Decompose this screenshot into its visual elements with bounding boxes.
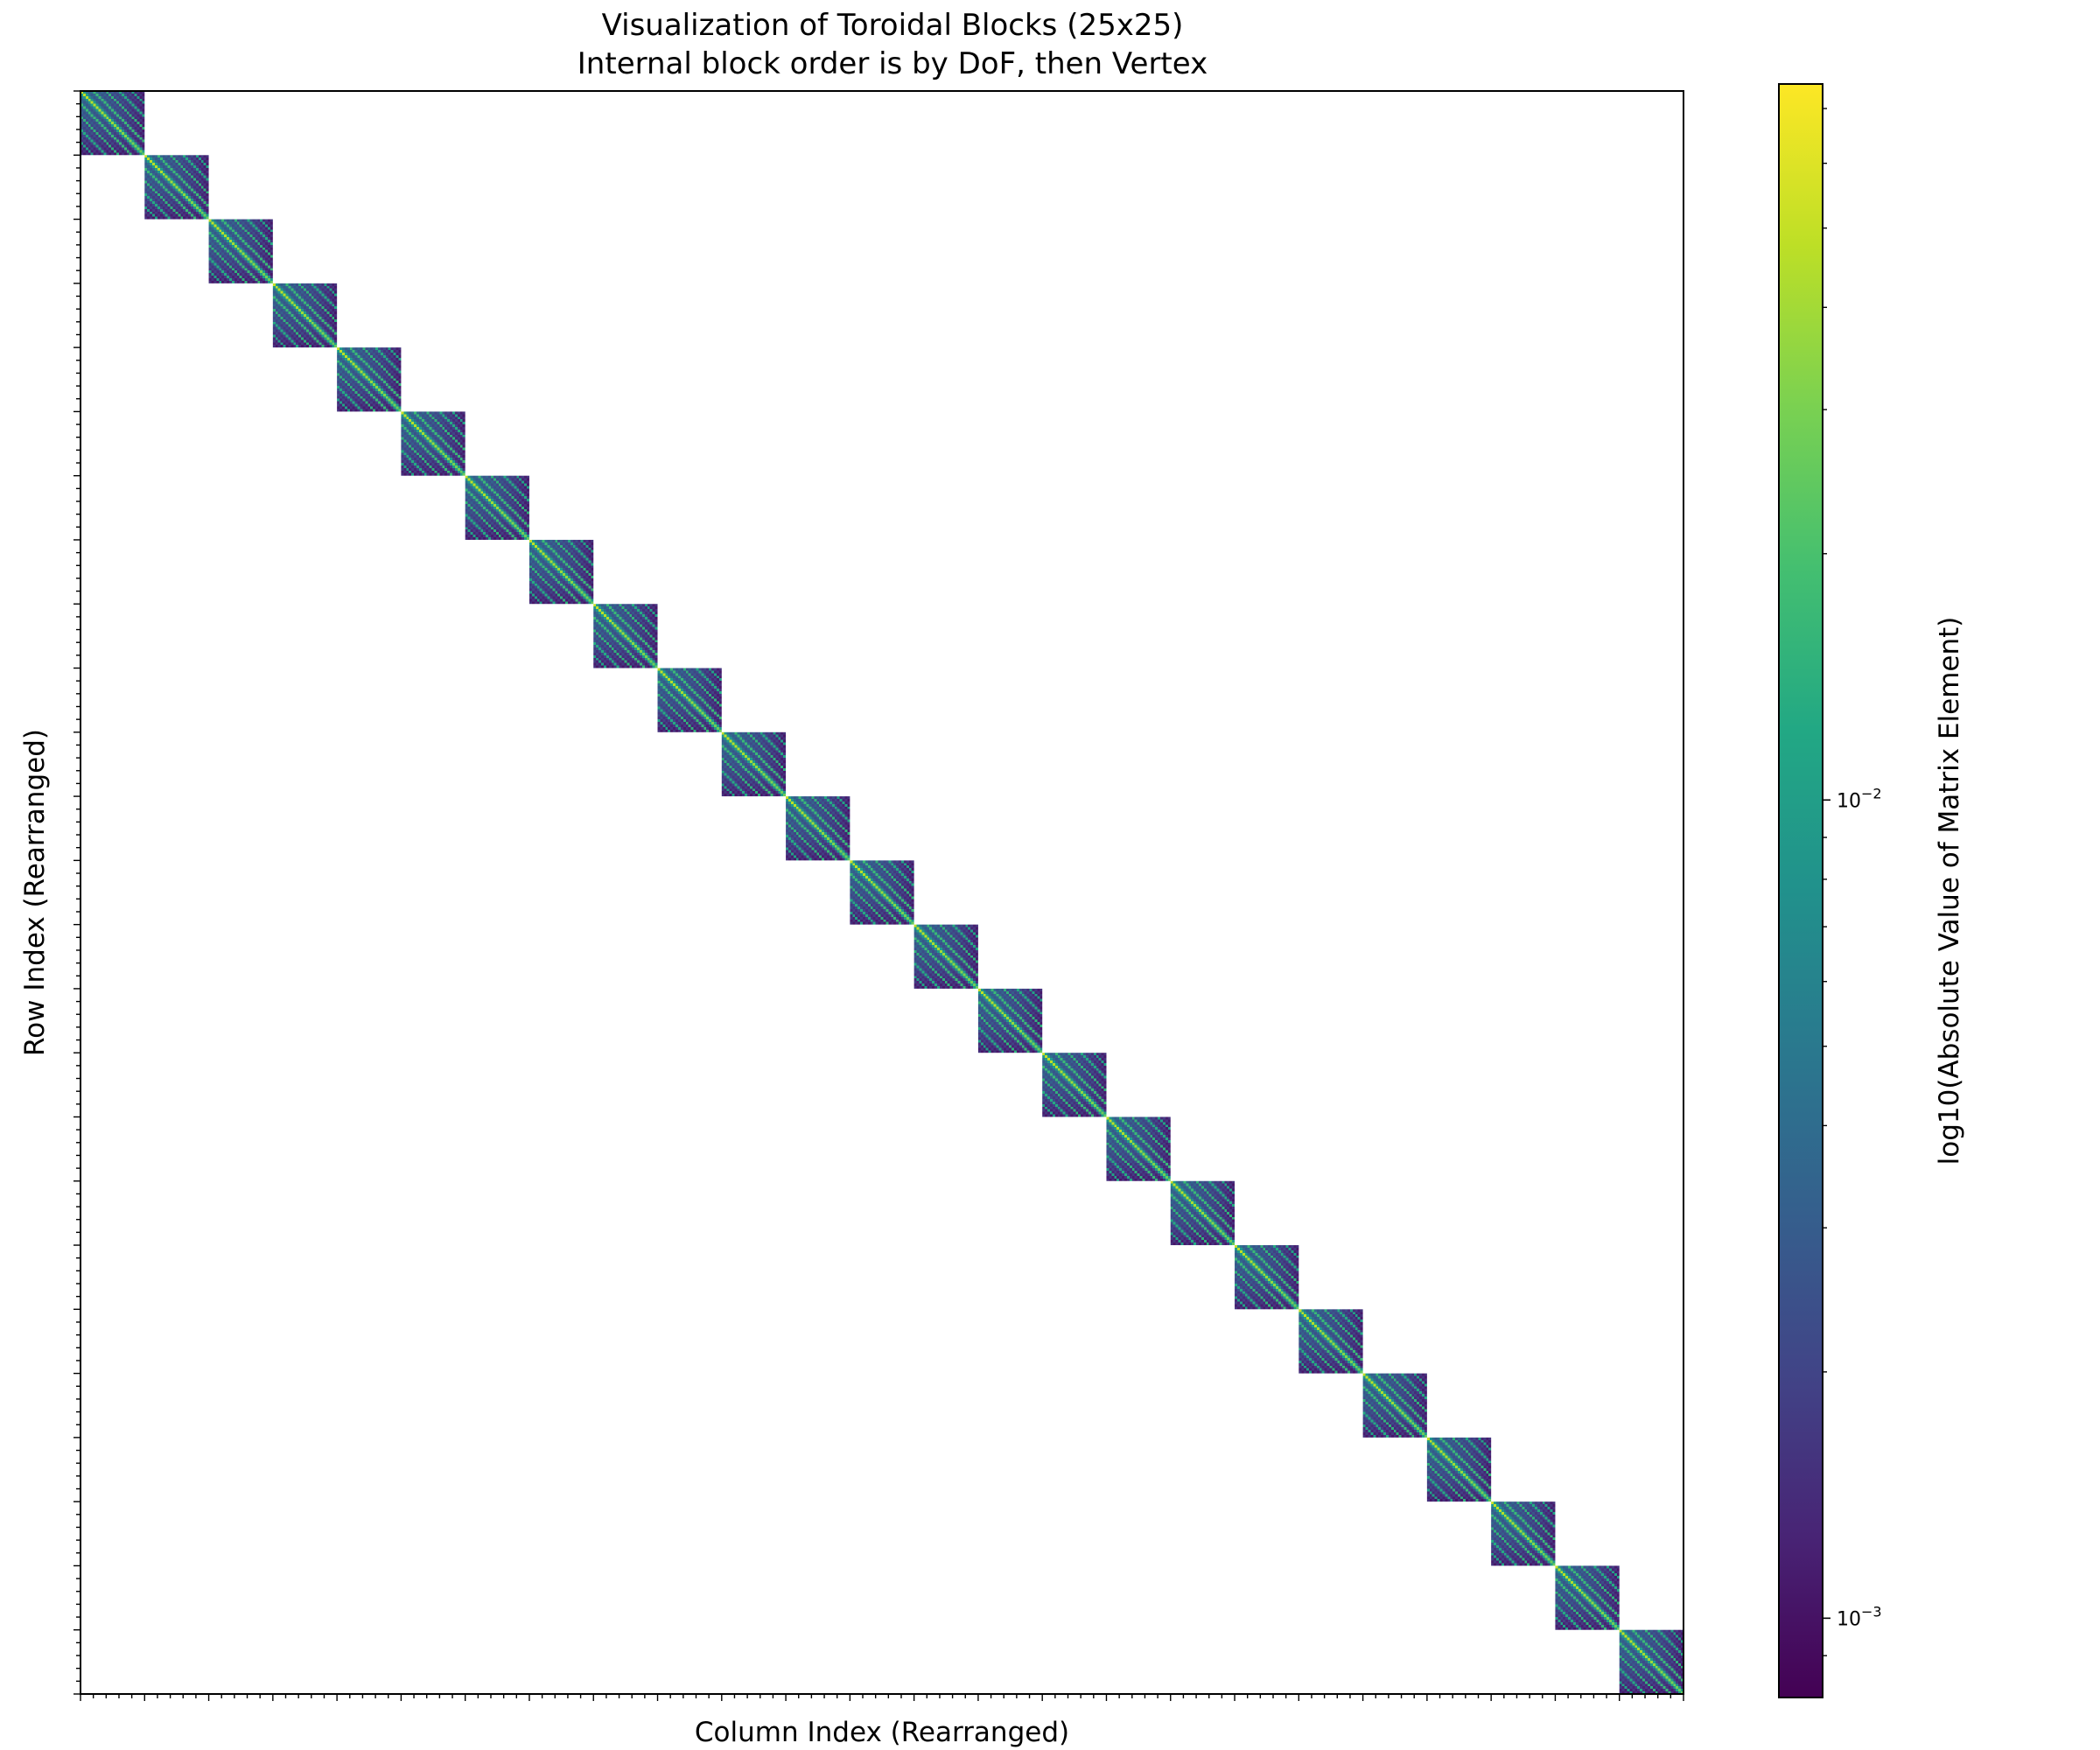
colorbar-fill xyxy=(1779,84,1823,1698)
heatmap-blocks xyxy=(80,91,1684,1694)
x-axis-ticks xyxy=(80,1694,1684,1701)
matrix-block xyxy=(1170,1180,1236,1246)
chart-title-line-1: Visualization of Toroidal Blocks (25x25) xyxy=(602,8,1184,43)
heatmap-plot-area xyxy=(74,90,1684,1701)
plot-frame xyxy=(80,90,1684,1695)
colorbar: 10−2 10−3 log10(Absolute Value of Matrix … xyxy=(1778,83,1965,1698)
colorbar-ticks: 10−2 10−3 xyxy=(1823,108,1882,1656)
matrix-block xyxy=(1426,1437,1492,1502)
matrix-block xyxy=(850,860,914,925)
matrix-block xyxy=(786,796,850,861)
colorbar-frame xyxy=(1778,83,1824,1698)
chart-title-line-2: Internal block order is by DoF, then Ver… xyxy=(578,46,1208,81)
matrix-block xyxy=(1106,1116,1171,1181)
matrix-block xyxy=(144,155,209,220)
x-axis-label: Column Index (Rearranged) xyxy=(695,1717,1069,1748)
matrix-block xyxy=(465,475,529,540)
matrix-block xyxy=(977,988,1043,1054)
matrix-block xyxy=(1491,1502,1556,1566)
matrix-block xyxy=(1619,1629,1684,1694)
matrix-block xyxy=(528,539,594,605)
y-axis-ticks xyxy=(74,90,80,1695)
colorbar-tick-label: 10−3 xyxy=(1837,1603,1882,1630)
matrix-block xyxy=(721,732,787,797)
matrix-block xyxy=(914,924,978,989)
matrix-block xyxy=(1042,1053,1107,1117)
matrix-block xyxy=(1362,1373,1427,1438)
y-axis-label: Row Index (Rearranged) xyxy=(19,729,51,1056)
matrix-block xyxy=(272,283,338,348)
matrix-block xyxy=(657,668,722,732)
matrix-block xyxy=(593,604,658,668)
matrix-block xyxy=(401,411,466,476)
colorbar-label: log10(Absolute Value of Matrix Element) xyxy=(1934,617,1965,1166)
matrix-block xyxy=(208,219,273,284)
matrix-block xyxy=(337,347,402,412)
matrix-block xyxy=(80,91,145,156)
colorbar-tick-label: 10−2 xyxy=(1837,785,1882,812)
matrix-block xyxy=(1235,1245,1299,1310)
matrix-block xyxy=(1555,1565,1620,1630)
matrix-block xyxy=(1298,1309,1363,1374)
